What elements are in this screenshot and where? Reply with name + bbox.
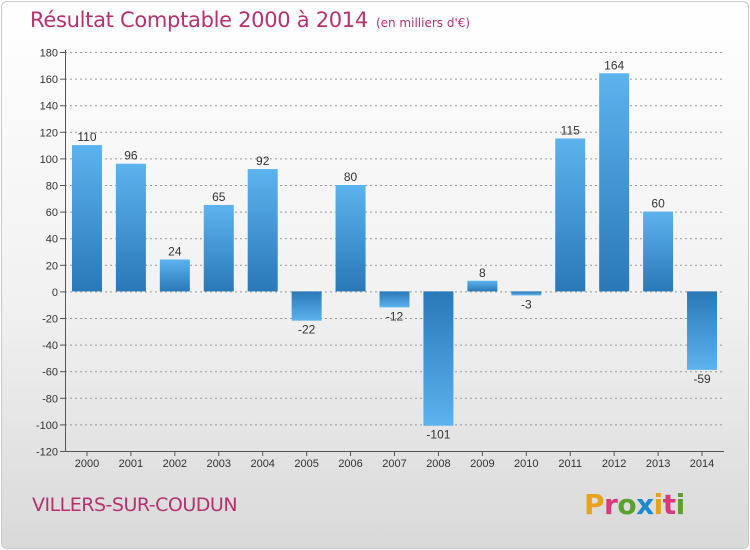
value-label: 24 xyxy=(168,244,182,258)
value-label: 110 xyxy=(77,130,96,144)
x-tick-label: 2006 xyxy=(338,458,362,470)
y-tick-label: 160 xyxy=(40,74,58,86)
x-tick-label: 2000 xyxy=(75,458,99,470)
logo-letter: t xyxy=(662,488,676,521)
x-tick-label: 2004 xyxy=(250,458,274,470)
y-tick-label: 140 xyxy=(40,101,58,113)
y-tick-label: 120 xyxy=(40,127,58,139)
value-label: -101 xyxy=(426,428,450,442)
value-label: -12 xyxy=(386,309,404,323)
chart-title: Résultat Comptable 2000 à 2014 (en millie… xyxy=(30,8,470,32)
value-label: 115 xyxy=(561,123,580,137)
logo-letter: r xyxy=(604,488,618,521)
chart-title-text: Résultat Comptable 2000 à 2014 xyxy=(30,8,368,32)
x-tick-label: 2002 xyxy=(163,458,187,470)
y-tick-label: -20 xyxy=(42,314,58,326)
bar-2008 xyxy=(423,291,454,426)
bar-2010 xyxy=(511,291,542,296)
x-tick-label: 2003 xyxy=(207,458,231,470)
value-label: -22 xyxy=(298,323,316,337)
y-tick-label: 100 xyxy=(40,154,58,166)
bar-2003 xyxy=(203,204,234,292)
chart-subtitle: (en milliers d'€) xyxy=(375,16,471,30)
x-tick-label: 2008 xyxy=(426,458,450,470)
bar-2012 xyxy=(599,73,630,292)
y-tick-label: -80 xyxy=(42,393,58,405)
x-tick-label: 2010 xyxy=(514,458,538,470)
proxiti-logo: Proxiti xyxy=(584,488,685,521)
value-label: 164 xyxy=(604,58,624,72)
bar-2005 xyxy=(291,291,322,321)
bar-2006 xyxy=(335,185,366,292)
y-tick-label: -100 xyxy=(36,420,58,432)
y-tick-label: -120 xyxy=(36,447,58,459)
value-label: 92 xyxy=(256,154,270,168)
x-tick-label: 2012 xyxy=(602,458,626,470)
logo-letter: o xyxy=(617,488,637,521)
bar-2007 xyxy=(379,291,410,308)
value-label: 65 xyxy=(212,190,226,204)
logo-letter: P xyxy=(584,488,605,521)
x-tick-label: 2013 xyxy=(646,458,670,470)
y-tick-label: -40 xyxy=(42,340,58,352)
bar-2001 xyxy=(115,163,146,292)
bar-2011 xyxy=(555,138,586,292)
bar-2014 xyxy=(687,291,718,370)
bar-2004 xyxy=(247,169,278,292)
x-tick-label: 2001 xyxy=(119,458,143,470)
value-label: 96 xyxy=(124,149,138,163)
value-label: 80 xyxy=(344,170,358,184)
bar-2013 xyxy=(643,211,674,292)
x-tick-label: 2011 xyxy=(558,458,582,470)
logo-letter: x xyxy=(636,488,654,521)
logo-letter: i xyxy=(675,488,686,521)
x-tick-label: 2007 xyxy=(382,458,406,470)
y-tick-label: 0 xyxy=(52,287,58,299)
bar-2002 xyxy=(159,259,190,292)
x-tick-label: 2005 xyxy=(294,458,318,470)
y-tick-label: 40 xyxy=(46,234,58,246)
value-label: 60 xyxy=(651,197,665,211)
y-tick-label: 80 xyxy=(46,181,58,193)
value-label: -59 xyxy=(693,372,711,386)
x-tick-label: 2014 xyxy=(690,458,714,470)
value-label: -3 xyxy=(521,297,532,311)
y-tick-label: 180 xyxy=(40,48,58,60)
y-tick-label: 20 xyxy=(46,260,58,272)
value-label: 8 xyxy=(479,266,486,280)
logo-letter: i xyxy=(653,488,664,521)
commune-name: VILLERS-SUR-COUDUN xyxy=(32,494,238,516)
bar-2000 xyxy=(71,145,102,292)
y-tick-label: -60 xyxy=(42,367,58,379)
bar-2009 xyxy=(467,280,498,292)
y-tick-label: 60 xyxy=(46,207,58,219)
x-tick-label: 2009 xyxy=(470,458,494,470)
